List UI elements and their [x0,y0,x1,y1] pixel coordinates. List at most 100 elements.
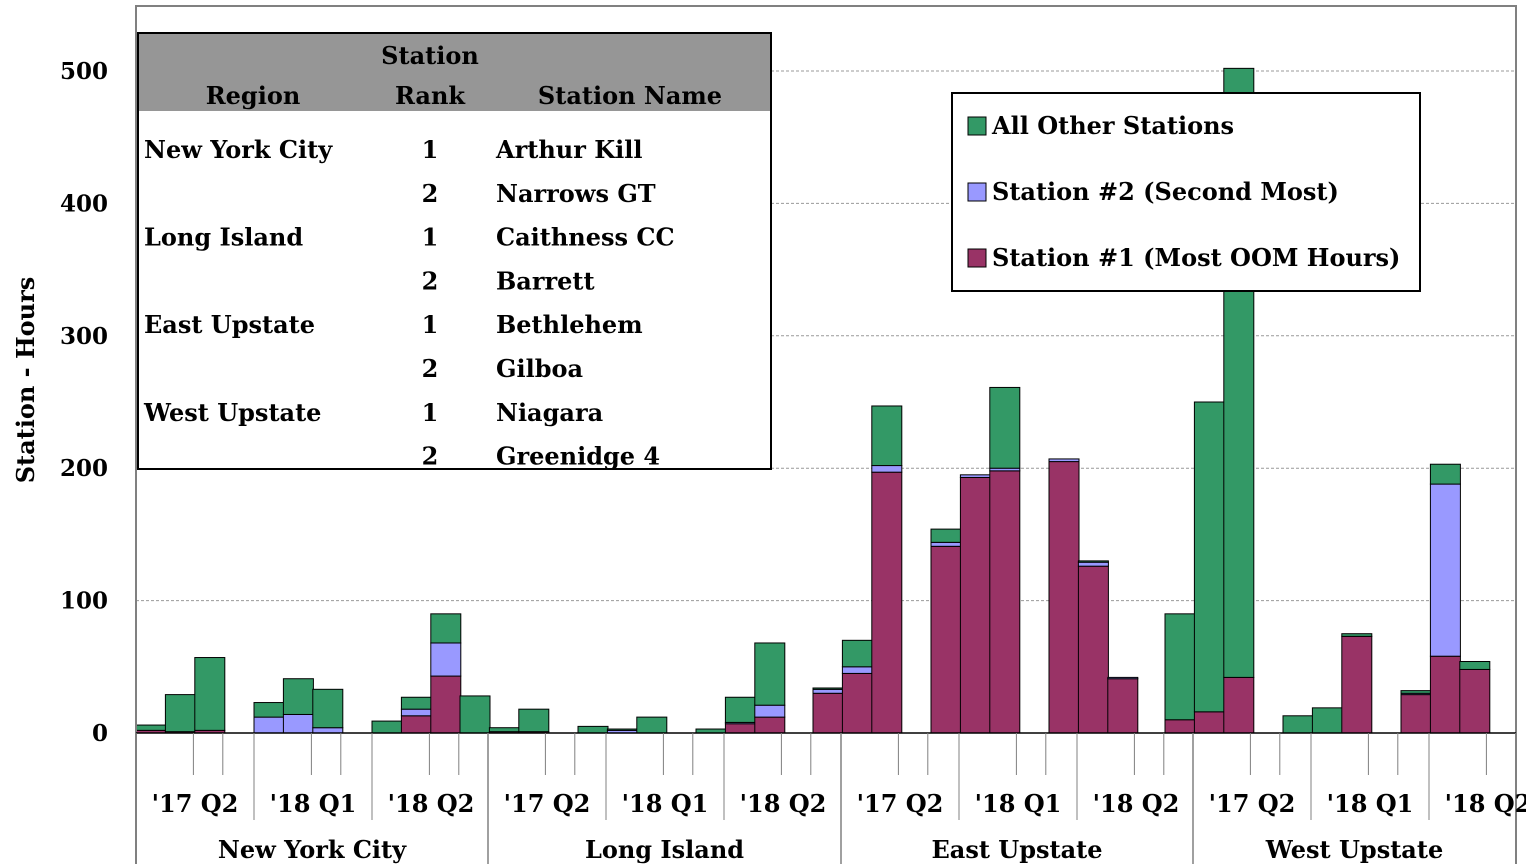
table-header-bg [139,34,770,111]
table-region-cell: East Upstate [144,310,315,339]
quarter-label: '18 Q2 [1093,789,1180,818]
bar-segment-other [841,639,873,668]
legend: All Other Stations Station #2 (Second Mos… [951,92,1421,292]
bar-segment-other [1193,401,1225,713]
bar-segment-station1 [871,471,903,734]
bar-segment-other [1077,560,1109,563]
axes [135,5,1517,864]
table-rank-cell: 1 [422,398,439,427]
bar-segment-station2 [812,688,844,694]
bar-segment-station1 [1048,461,1080,734]
bar-segment-station2 [959,474,991,478]
table-station-cell: Caithness CC [496,223,675,252]
bar-segment-other [754,642,786,706]
bar-segment-station1 [1077,565,1109,734]
table-station-cell: Niagara [496,398,603,427]
bar-segment-station1 [1107,678,1139,734]
bar-segment-other [488,727,520,733]
bar-segment-station1 [959,476,991,734]
legend-swatch [967,116,987,136]
bar-segment-station2 [1077,561,1109,567]
bar-segment-other [164,694,196,733]
table-rank-cell: 2 [422,442,439,471]
y-tick-label: 500 [60,58,108,85]
quarter-label: '18 Q1 [270,789,357,818]
bar-segment-other [871,405,903,467]
y-tick-label: 0 [92,720,108,747]
region-label: East Upstate [931,835,1102,864]
region-label: West Upstate [1265,835,1443,864]
bar-segment-other [459,695,491,734]
bar-segment-station1 [1459,668,1491,734]
bar-segment-other [1429,463,1461,485]
bar-segment-other [724,696,756,723]
bar-segment-station1 [1164,719,1196,734]
bar-segment-station1 [1429,655,1461,734]
bar-segment-station1 [812,692,844,734]
bar-segment-station2 [430,642,462,677]
quarter-label: '18 Q2 [388,789,475,818]
bar-segment-other [1164,613,1196,721]
quarter-label: '18 Q1 [975,789,1062,818]
quarter-label: '17 Q2 [857,789,944,818]
legend-swatch [967,248,987,268]
table-station-cell: Greenidge 4 [496,442,660,471]
bar-segment-other [518,708,550,733]
table-header-cell: Rank [395,81,466,110]
table-rank-cell: 2 [422,354,439,383]
table-station-cell: Narrows GT [496,179,656,208]
bar-segment-other [930,528,962,543]
table-header-cell: Station Name [538,81,722,110]
bar-segment-station2 [312,727,344,734]
bar-segment-other [1341,633,1373,637]
region-label: New York City [218,835,407,864]
bar-segment-other [371,720,403,734]
bar-segment-other [1311,707,1343,734]
table-header-cell: Station [381,41,479,70]
bar-segment-station1 [430,675,462,734]
bar-segment-other [636,716,668,734]
bar-segment-other [400,696,432,710]
y-tick-label: 400 [60,190,108,217]
quarter-label: '18 Q1 [1327,789,1414,818]
table-header-cell: Region [206,81,301,110]
bar-segment-station1 [754,716,786,734]
table-rank-cell: 2 [422,266,439,295]
y-axis-ticks: 0 100 200 300 400 500 [60,58,108,747]
legend-swatch [967,182,987,202]
legend-label: Station #2 (Second Most) [992,177,1339,206]
table-station-cell: Barrett [496,266,595,295]
bar-segment-station1 [1223,676,1255,734]
bar-segment-other [312,688,344,729]
legend-label: Station #1 (Most OOM Hours) [992,243,1400,272]
bars [135,67,1491,734]
bar-segment-other [282,678,314,715]
bar-segment-station2 [400,708,432,717]
y-tick-label: 100 [60,588,108,615]
bar-segment-station1 [400,715,432,734]
x-axis-categories: '17 Q2 '18 Q1 '18 Q2 New York City '17 Q2 '18… [152,789,1526,864]
bar-segment-station2 [871,465,903,473]
table-region-cell: New York City [144,135,333,164]
quarter-label: '18 Q2 [740,789,827,818]
bar-segment-station1 [1193,711,1225,734]
quarter-label: '18 Q1 [622,789,709,818]
bar-segment-other [577,725,609,734]
table-rank-cell: 1 [422,135,439,164]
table-station-cell: Arthur Kill [495,135,642,164]
bar-segment-station2 [253,716,285,734]
bar-segment-station2 [930,541,962,547]
bar-segment-station2 [1048,458,1080,463]
bar-segment-other [606,728,638,731]
bar-segment-other [430,613,462,644]
bar-segment-other [253,702,285,718]
legend-box [951,92,1421,292]
quarter-label: '17 Q2 [1209,789,1296,818]
station-table: Region Station Rank Station Name New York Ci… [137,32,772,471]
legend-label: All Other Stations [991,111,1234,140]
quarter-label: '17 Q2 [504,789,591,818]
plot-frame [135,5,1517,864]
y-axis-label: Station - Hours [11,277,40,484]
bar-segment-station1 [989,470,1021,734]
